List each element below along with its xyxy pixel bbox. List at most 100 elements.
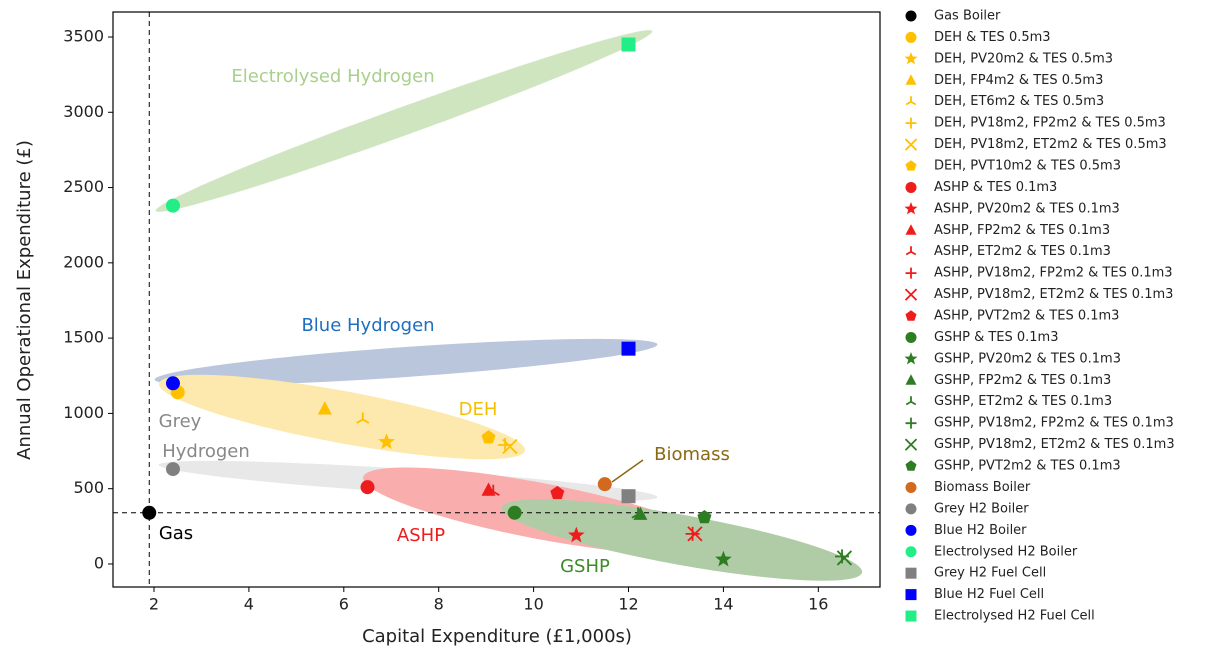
legend-label: DEH, PV20m2 & TES 0.5m3 bbox=[934, 51, 1113, 66]
legend-marker bbox=[905, 460, 917, 471]
data-point bbox=[317, 401, 332, 415]
legend-label: GSHP, PV18m2, ET2m2 & TES 0.1m3 bbox=[934, 437, 1175, 452]
data-point bbox=[142, 505, 157, 520]
y-tick-label: 2000 bbox=[63, 252, 104, 271]
legend-label: ASHP & TES 0.1m3 bbox=[934, 180, 1057, 195]
data-point bbox=[687, 526, 703, 542]
annotation: DEH bbox=[459, 399, 498, 420]
annotation: ASHP bbox=[397, 525, 445, 546]
legend-marker bbox=[905, 224, 917, 235]
legend-label: Electrolysed H2 Fuel Cell bbox=[934, 609, 1095, 624]
legend-marker bbox=[904, 288, 918, 301]
y-axis-title: Annual Operational Expenditure (£) bbox=[14, 140, 35, 460]
legend-label: ASHP, PV20m2 & TES 0.1m3 bbox=[934, 201, 1120, 216]
legend-marker bbox=[905, 589, 917, 601]
legend-label: Biomass Boiler bbox=[934, 480, 1031, 495]
legend-marker bbox=[905, 567, 917, 579]
data-point bbox=[597, 477, 612, 492]
cluster-blue bbox=[154, 338, 658, 386]
y-tick-label: 3500 bbox=[63, 26, 104, 45]
y-tick-label: 500 bbox=[73, 478, 104, 497]
plot-frame bbox=[112, 11, 881, 588]
annotation: GSHP bbox=[560, 556, 610, 577]
y-tick-label: 3000 bbox=[63, 102, 104, 121]
legend-marker bbox=[904, 201, 918, 215]
x-tick-label: 6 bbox=[339, 595, 349, 614]
legend-label: DEH, PVT10m2 & TES 0.5m3 bbox=[934, 159, 1121, 174]
legend-marker bbox=[905, 246, 917, 256]
x-tick-label: 4 bbox=[244, 595, 254, 614]
data-point bbox=[631, 507, 645, 519]
biomass-arrow bbox=[611, 459, 644, 483]
data-point bbox=[633, 506, 648, 520]
legend-label: GSHP, PV20m2 & TES 0.1m3 bbox=[934, 351, 1121, 366]
legend-marker bbox=[905, 374, 917, 385]
x-axis-title: Capital Expenditure (£1,000s) bbox=[362, 626, 632, 647]
legend-label: DEH & TES 0.5m3 bbox=[934, 30, 1051, 45]
legend-label: ASHP, PV18m2, ET2m2 & TES 0.1m3 bbox=[934, 287, 1173, 302]
legend-marker bbox=[905, 310, 917, 321]
legend-marker bbox=[905, 181, 917, 193]
x-tick-label: 8 bbox=[434, 595, 444, 614]
data-point bbox=[507, 505, 522, 520]
y-tick-label: 1500 bbox=[63, 328, 104, 347]
data-point bbox=[567, 526, 585, 543]
x-tick-label: 12 bbox=[618, 595, 638, 614]
legend-marker bbox=[905, 117, 917, 129]
data-point bbox=[621, 37, 636, 52]
legend-label: GSHP, ET2m2 & TES 0.1m3 bbox=[934, 394, 1112, 409]
data-point bbox=[498, 438, 513, 453]
annotation: Electrolysed Hydrogen bbox=[231, 66, 434, 87]
annotation: Biomass bbox=[654, 444, 730, 465]
legend-label: DEH, PV18m2, ET2m2 & TES 0.5m3 bbox=[934, 137, 1167, 152]
x-tick-label: 16 bbox=[808, 595, 828, 614]
legend-marker bbox=[905, 74, 917, 85]
legend-marker bbox=[904, 352, 918, 365]
legend-marker bbox=[905, 267, 917, 279]
y-tick-label: 1000 bbox=[63, 403, 104, 422]
data-point bbox=[502, 438, 518, 455]
legend-marker bbox=[905, 417, 917, 429]
legend-label: Blue H2 Fuel Cell bbox=[934, 587, 1044, 602]
data-point bbox=[356, 412, 370, 424]
data-point bbox=[697, 509, 712, 524]
legend-label: GSHP & TES 0.1m3 bbox=[934, 330, 1059, 345]
legend-marker bbox=[904, 138, 918, 151]
legend-marker bbox=[905, 31, 917, 43]
data-point bbox=[715, 550, 732, 567]
legend-label: ASHP, FP2m2 & TES 0.1m3 bbox=[934, 223, 1110, 238]
data-point bbox=[621, 489, 636, 504]
data-point bbox=[685, 526, 700, 541]
x-tick-label: 10 bbox=[523, 595, 543, 614]
legend-label: ASHP, ET2m2 & TES 0.1m3 bbox=[934, 244, 1111, 259]
annotation: Blue Hydrogen bbox=[301, 315, 434, 336]
clusters bbox=[154, 30, 863, 581]
legend-label: Electrolysed H2 Boiler bbox=[934, 544, 1078, 559]
x-tick-label: 14 bbox=[713, 595, 733, 614]
legend-marker bbox=[905, 503, 917, 515]
data-point bbox=[550, 485, 565, 500]
legend-marker bbox=[905, 396, 917, 406]
legend-marker bbox=[905, 481, 917, 493]
legend-marker bbox=[905, 610, 917, 622]
annotation: Hydrogen bbox=[162, 441, 250, 462]
data-point bbox=[836, 550, 853, 566]
data-point bbox=[165, 198, 180, 213]
y-tick-label: 2500 bbox=[63, 177, 104, 196]
x-tick-label: 2 bbox=[149, 595, 159, 614]
data-point bbox=[378, 433, 395, 450]
cluster-deh bbox=[158, 374, 526, 460]
legend-label: GSHP, PVT2m2 & TES 0.1m3 bbox=[934, 459, 1121, 474]
legend-label: Blue H2 Boiler bbox=[934, 523, 1027, 538]
data-point bbox=[165, 462, 180, 477]
legend-label: ASHP, PVT2m2 & TES 0.1m3 bbox=[934, 309, 1119, 324]
legend-label: ASHP, PV18m2, FP2m2 & TES 0.1m3 bbox=[934, 266, 1173, 281]
legend-marker bbox=[905, 10, 917, 22]
annotation: Grey bbox=[159, 411, 202, 432]
legend-marker bbox=[905, 331, 917, 343]
legend-label: DEH, FP4m2 & TES 0.5m3 bbox=[934, 73, 1103, 88]
data-point bbox=[360, 480, 375, 495]
legend-label: Grey H2 Fuel Cell bbox=[934, 566, 1046, 581]
legend-label: Grey H2 Boiler bbox=[934, 501, 1029, 516]
data-point bbox=[486, 484, 500, 496]
